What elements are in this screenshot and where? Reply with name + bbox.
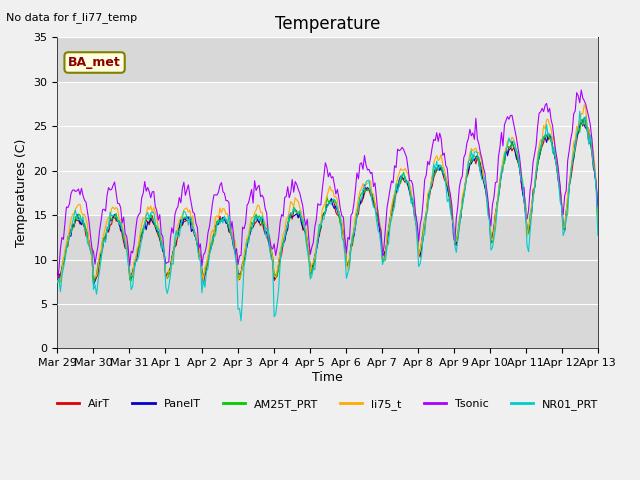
Title: Temperature: Temperature xyxy=(275,15,380,33)
X-axis label: Time: Time xyxy=(312,371,343,384)
Text: No data for f_li77_temp: No data for f_li77_temp xyxy=(6,12,138,23)
Bar xyxy=(58,82,598,215)
Text: BA_met: BA_met xyxy=(68,56,121,69)
Y-axis label: Temperatures (C): Temperatures (C) xyxy=(15,139,28,247)
Legend: AirT, PanelT, AM25T_PRT, li75_t, Tsonic, NR01_PRT: AirT, PanelT, AM25T_PRT, li75_t, Tsonic,… xyxy=(52,395,603,414)
